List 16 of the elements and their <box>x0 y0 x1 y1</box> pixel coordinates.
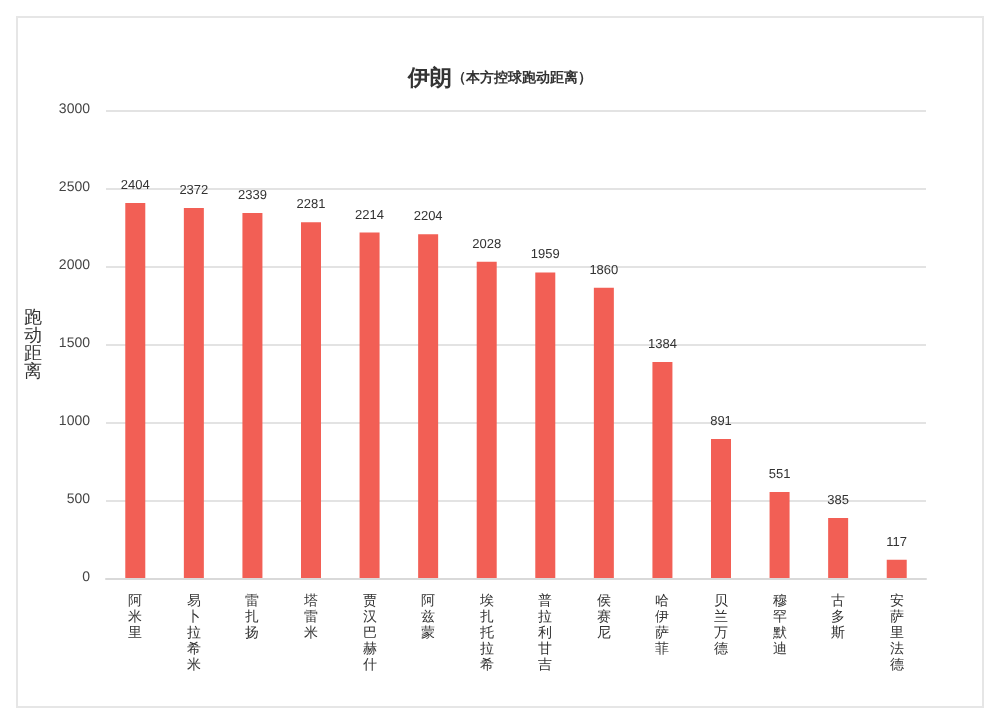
bar <box>418 234 439 578</box>
bar <box>535 272 556 578</box>
bar <box>476 261 497 578</box>
bar <box>711 439 731 578</box>
bar <box>359 232 380 578</box>
bar <box>652 362 673 578</box>
bar <box>125 202 146 578</box>
chart-title: 伊朗 <box>406 65 452 91</box>
bar <box>886 559 907 578</box>
bar <box>828 517 849 578</box>
bar <box>242 213 263 578</box>
y-axis-title: 跑动距离 <box>24 307 42 381</box>
bar <box>769 492 790 578</box>
bar <box>183 207 204 578</box>
bar <box>301 222 321 578</box>
bar <box>593 287 614 578</box>
